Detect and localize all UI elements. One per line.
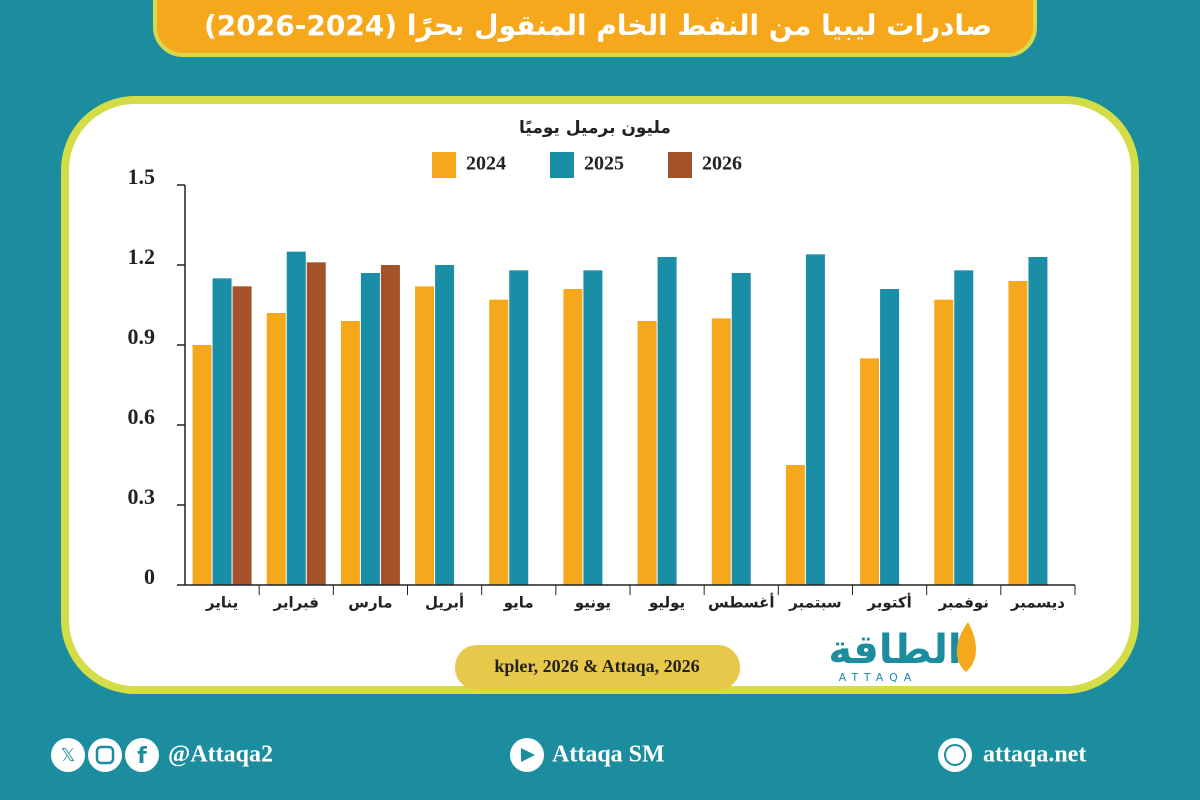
youtube-glyph (521, 748, 535, 762)
bar (192, 345, 212, 585)
y-tick-label: 1.5 (128, 164, 156, 189)
source-pill (455, 645, 740, 690)
bar (435, 265, 455, 585)
x-glyph: 𝕏 (61, 745, 76, 766)
legend-swatch (550, 152, 574, 178)
x-tick-label: ديسمبر (1010, 594, 1065, 612)
bar (583, 270, 603, 585)
bar (415, 286, 435, 585)
legend-swatch (668, 152, 692, 178)
bar (711, 318, 731, 585)
y-tick-label: 0 (144, 564, 155, 589)
bar (1028, 257, 1048, 585)
bar (489, 299, 509, 585)
bar (785, 465, 805, 585)
x-tick-label: نوفمبر (938, 594, 989, 612)
x-tick-label: يوليو (648, 594, 685, 612)
bar (306, 262, 326, 585)
bar (360, 273, 380, 585)
bar (805, 254, 825, 586)
bar (340, 321, 360, 585)
title-banner (153, 0, 1037, 57)
source: kpler, 2026 & Attaqa, 2026 (494, 656, 699, 676)
facebook-glyph: f (137, 744, 147, 769)
bar (563, 289, 583, 585)
bar (1008, 281, 1028, 585)
x-tick-label: أبريل (425, 593, 464, 612)
x-tick-label: سبتمبر (788, 594, 842, 612)
youtube-handle[interactable]: Attaqa SM (552, 742, 665, 768)
instagram-icon[interactable] (88, 738, 122, 772)
legend-label: 2025 (584, 153, 624, 175)
x-tick-label: يونيو (574, 594, 611, 612)
y-tick-label: 0.6 (128, 404, 156, 429)
bar (731, 273, 751, 585)
y-tick-label: 1.2 (128, 244, 156, 269)
bar (286, 251, 306, 585)
y-tick-label: 0.3 (128, 484, 156, 509)
x-tick-label: يناير (205, 594, 238, 612)
chart-title: صادرات ليبيا من النفط الخام المنقول بحرً… (204, 9, 992, 42)
x-tick-label: فبراير (273, 594, 319, 612)
social-icons[interactable]: 𝕏 f (51, 738, 159, 772)
x-tick-label: مايو (503, 594, 534, 612)
bar (954, 270, 974, 585)
logo-drop (956, 622, 976, 672)
web-icon[interactable] (938, 738, 972, 772)
bar (380, 265, 400, 585)
bar (934, 299, 954, 585)
x-tick-label: مارس (348, 594, 392, 612)
bar (212, 278, 232, 585)
plot: 0 0.3 0.6 0.9 1.2 1.5 يناير فبراير مارس أبريل مايو… (128, 152, 1076, 612)
x-icon[interactable] (51, 738, 85, 772)
bar (637, 321, 657, 585)
y-tick-label: 0.9 (128, 324, 156, 349)
logo-latin: ATTAQA (839, 671, 918, 684)
bar (657, 257, 677, 585)
bar (509, 270, 529, 585)
bar (880, 289, 900, 585)
y-axis-unit: مليون برميل يوميًا (519, 118, 671, 138)
legend-swatch (432, 152, 456, 178)
social-handle[interactable]: @Attaqa2 (168, 742, 273, 768)
website[interactable]: attaqa.net (983, 742, 1086, 768)
x-tick-label: أغسطس (708, 593, 774, 612)
bar (232, 286, 252, 585)
logo: الطاقة (828, 627, 961, 673)
bar (860, 358, 880, 585)
x-tick-label: أكتوبر (866, 593, 911, 612)
legend-label: 2026 (702, 153, 742, 175)
facebook-icon[interactable] (125, 738, 159, 772)
web-glyph (944, 744, 966, 766)
legend-label: 2024 (466, 153, 506, 175)
instagram-glyph (95, 745, 115, 765)
bar (266, 313, 286, 585)
